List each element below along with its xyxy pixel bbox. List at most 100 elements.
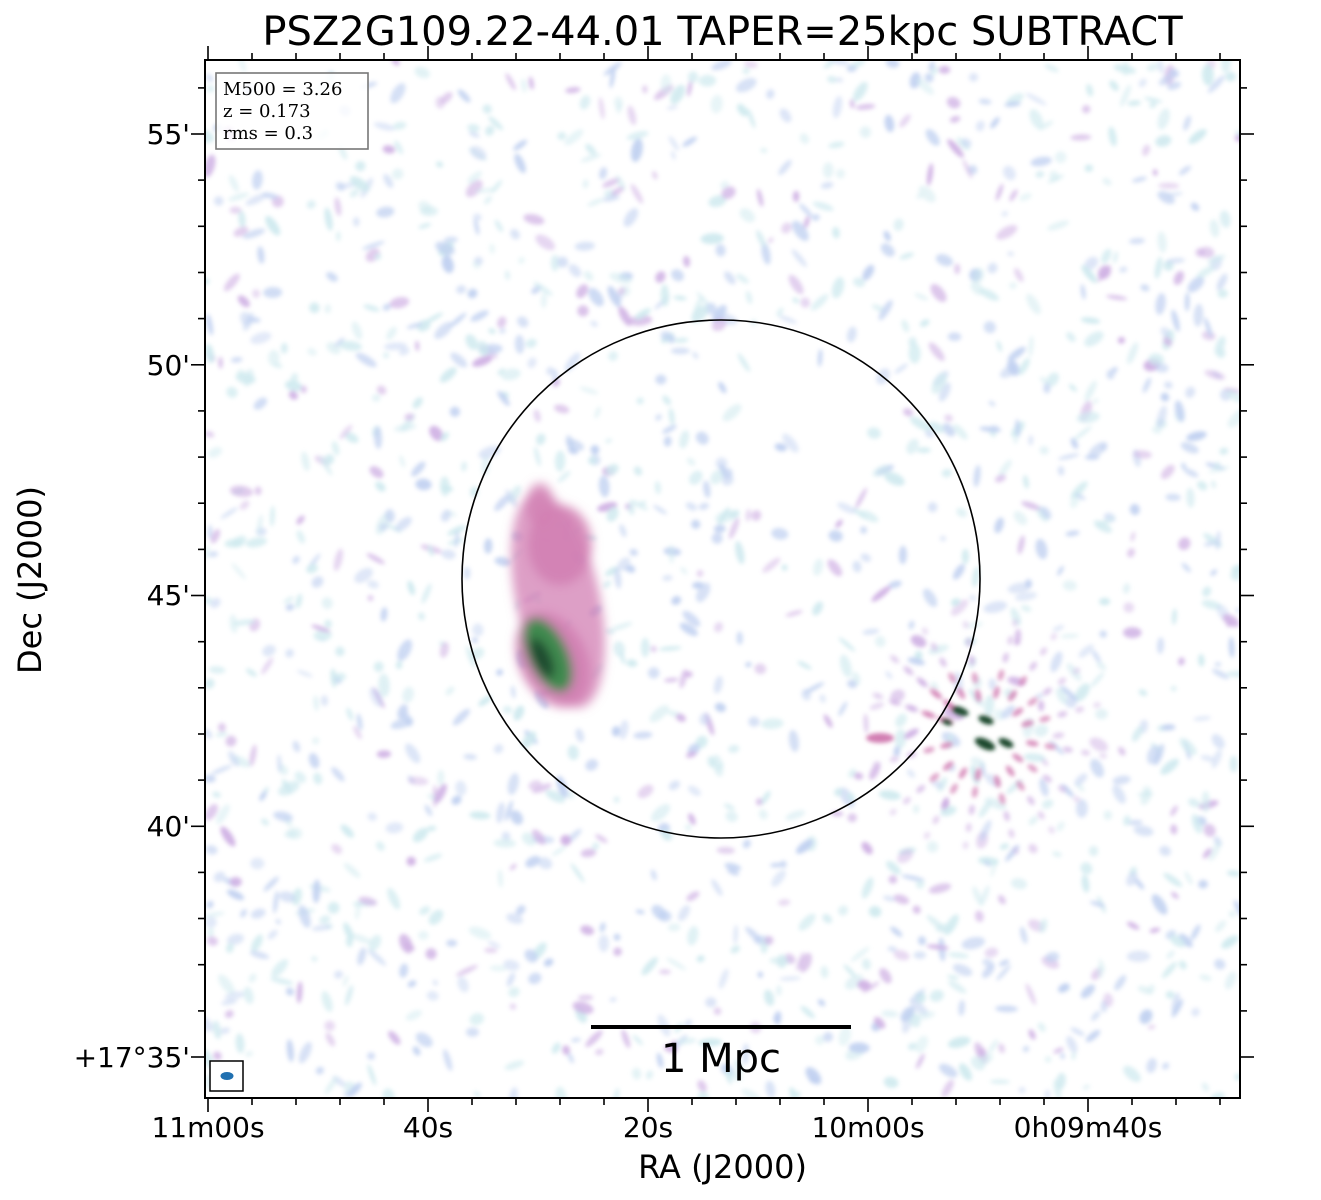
noise-speckle xyxy=(799,203,813,218)
noise-speckle xyxy=(834,787,843,797)
noise-speckle xyxy=(425,312,443,323)
noise-speckle xyxy=(285,603,295,611)
noise-speckle xyxy=(756,188,764,207)
artefact-blob xyxy=(1093,701,1101,709)
noise-speckle xyxy=(1152,169,1158,176)
artefact-blob xyxy=(1072,795,1081,803)
noise-speckle xyxy=(995,183,1004,201)
noise-speckle xyxy=(245,537,268,548)
noise-speckle xyxy=(1214,336,1226,356)
noise-speckle xyxy=(728,509,740,519)
noise-speckle xyxy=(1151,426,1162,434)
noise-speckle xyxy=(205,845,218,855)
y-axis-label: Dec (J2000) xyxy=(11,486,49,674)
noise-speckle xyxy=(1112,784,1126,804)
noise-speckle xyxy=(391,60,400,66)
noise-speckle xyxy=(449,406,461,417)
noise-speckle xyxy=(473,1091,481,1097)
noise-speckle xyxy=(984,860,991,867)
noise-speckle xyxy=(367,1052,376,1060)
noise-speckle xyxy=(567,745,579,761)
noise-speckle xyxy=(1084,454,1100,461)
noise-speckle xyxy=(450,352,468,368)
noise-speckle xyxy=(536,433,546,446)
noise-speckle xyxy=(296,670,313,678)
noise-speckle xyxy=(1161,724,1176,731)
noise-speckle xyxy=(950,599,969,616)
noise-speckle xyxy=(645,1070,654,1080)
noise-speckle xyxy=(419,906,431,915)
noise-speckle xyxy=(355,902,361,920)
noise-speckle xyxy=(1007,359,1020,376)
noise-speckle xyxy=(510,685,516,699)
noise-speckle xyxy=(376,750,392,759)
noise-speckle xyxy=(523,213,545,225)
noise-speckle xyxy=(248,317,261,323)
noise-speckle xyxy=(1184,292,1190,312)
noise-speckle xyxy=(946,96,961,109)
noise-speckle xyxy=(1003,165,1016,181)
noise-speckle xyxy=(868,906,882,918)
noise-speckle xyxy=(590,320,598,327)
noise-speckle xyxy=(869,763,881,780)
noise-speckle xyxy=(613,796,620,803)
noise-speckle xyxy=(792,190,800,203)
noise-speckle xyxy=(1184,871,1193,885)
noise-speckle xyxy=(367,580,379,589)
noise-speckle xyxy=(1179,737,1197,756)
noise-speckle xyxy=(745,926,763,943)
noise-speckle xyxy=(737,353,751,373)
noise-speckle xyxy=(1088,845,1099,857)
noise-speckle xyxy=(1071,1051,1077,1060)
artefact-blob xyxy=(965,637,972,647)
noise-speckle xyxy=(832,226,840,239)
noise-speckle xyxy=(990,425,1000,430)
noise-speckle xyxy=(313,772,323,785)
noise-speckle xyxy=(252,170,263,190)
noise-speckle xyxy=(273,362,283,369)
noise-speckle xyxy=(938,382,951,402)
noise-speckle xyxy=(1084,331,1104,347)
noise-speckle xyxy=(745,508,752,522)
noise-speckle xyxy=(679,622,698,637)
noise-speckle xyxy=(230,356,243,363)
noise-speckle xyxy=(671,269,684,282)
noise-speckle xyxy=(209,597,221,609)
noise-speckle xyxy=(1203,541,1216,547)
noise-speckle xyxy=(901,319,910,333)
artefact-blob xyxy=(1072,667,1081,675)
noise-speckle xyxy=(1100,443,1108,451)
noise-speckle xyxy=(604,438,613,444)
noise-speckle xyxy=(781,564,788,571)
noise-speckle xyxy=(602,580,612,589)
noise-speckle xyxy=(1209,219,1220,238)
noise-speckle xyxy=(469,145,487,161)
artefact-blob xyxy=(1042,687,1052,696)
noise-speckle xyxy=(452,708,471,726)
noise-speckle xyxy=(350,933,372,944)
artefact-blob xyxy=(916,784,926,794)
noise-speckle xyxy=(961,138,972,148)
noise-speckle xyxy=(918,185,936,203)
noise-speckle xyxy=(434,321,453,339)
noise-speckle xyxy=(1151,894,1168,915)
noise-speckle xyxy=(888,875,898,884)
noise-speckle xyxy=(988,678,997,691)
noise-speckle xyxy=(394,423,417,432)
noise-speckle xyxy=(1147,1024,1156,1030)
noise-speckle xyxy=(456,285,467,294)
noise-speckle xyxy=(465,645,476,668)
noise-speckle xyxy=(774,443,787,452)
noise-speckle xyxy=(1174,400,1185,422)
noise-speckle xyxy=(966,621,983,629)
noise-speckle xyxy=(509,1003,517,1010)
noise-speckle xyxy=(723,803,735,811)
noise-speckle xyxy=(369,466,384,479)
noise-speckle xyxy=(688,813,696,825)
artefact-blob xyxy=(1027,764,1038,773)
noise-speckle xyxy=(296,530,306,544)
noise-speckle xyxy=(354,567,373,583)
noise-speckle xyxy=(647,667,660,679)
artefact-blob xyxy=(1002,652,1009,663)
noise-speckle xyxy=(917,447,931,453)
